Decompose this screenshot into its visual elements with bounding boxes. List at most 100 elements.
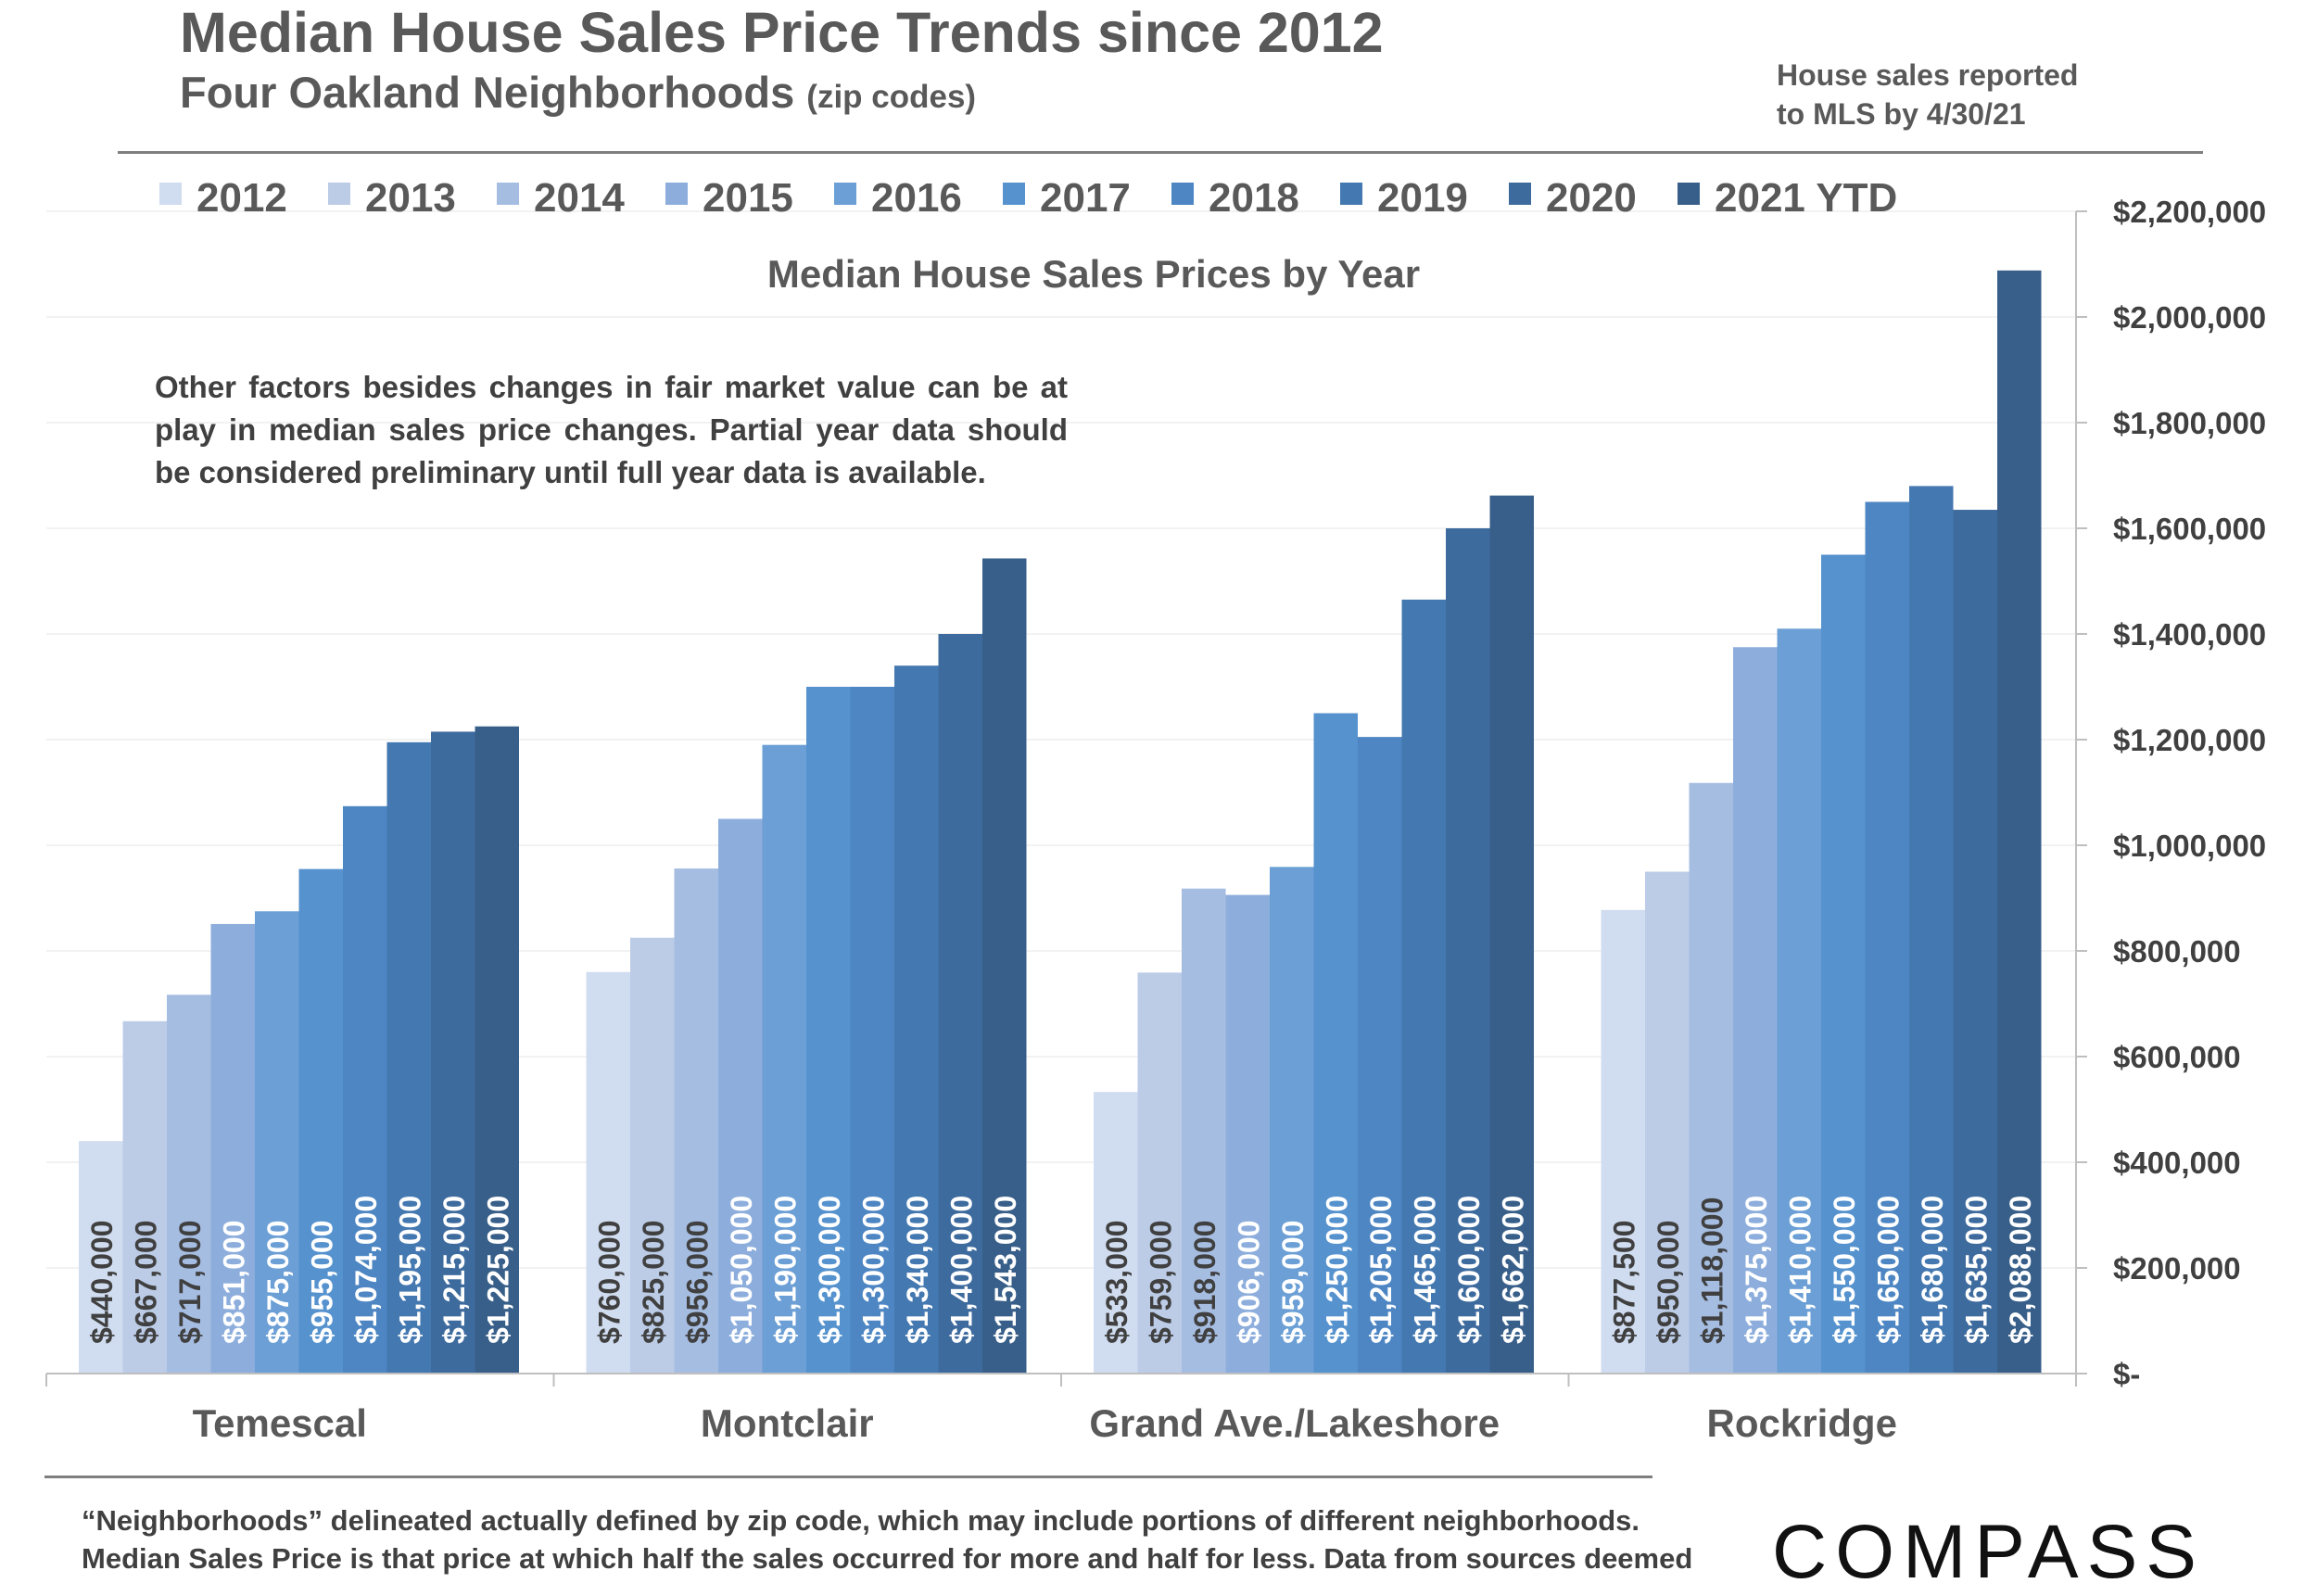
data-label: $1,205,000 [1364, 1196, 1398, 1344]
subtitle-small: (zip codes) [806, 79, 977, 115]
data-label: $1,300,000 [856, 1196, 890, 1344]
bar-2018-temescal [343, 805, 387, 1374]
legend-label: 2018 [1209, 175, 1299, 221]
category-label: Montclair [701, 1401, 874, 1445]
bar-2021-ytd-temescal [475, 726, 519, 1374]
data-label: $1,543,000 [989, 1196, 1022, 1344]
data-label: $955,000 [305, 1221, 338, 1344]
data-label: $906,000 [1232, 1221, 1265, 1344]
chart-data-labels: $440,000 $760,000 $533,000 $877,500 $667,000… [85, 1196, 2037, 1344]
chart-bars [79, 270, 2042, 1374]
legend-label: 2014 [534, 175, 625, 221]
data-label: $877,500 [1607, 1221, 1640, 1344]
bar-2014-temescal [167, 994, 211, 1374]
data-label: $1,465,000 [1408, 1196, 1441, 1344]
data-label: $1,300,000 [813, 1196, 846, 1344]
data-label: $1,190,000 [768, 1196, 802, 1344]
bar-2020-rockridge [1953, 510, 1997, 1374]
legend-swatch [665, 183, 688, 205]
data-label: $1,680,000 [1916, 1196, 1949, 1344]
bar-2016-grandavelakeshore [1270, 867, 1314, 1374]
data-label: $1,662,000 [1496, 1196, 1529, 1344]
data-label: $1,340,000 [901, 1196, 934, 1344]
category-label: Temescal [193, 1401, 367, 1445]
footer-line1: “Neighborhoods” delineated actually defi… [82, 1504, 1640, 1537]
page-subtitle: Four Oakland Neighborhoods (zip codes) [180, 67, 976, 118]
legend-swatch [159, 183, 182, 205]
bar-2021-ytd-grandavelakeshore [1489, 495, 1534, 1374]
bar-2016-temescal [255, 911, 299, 1374]
legend-label: 2015 [703, 175, 793, 221]
bar-2014-grandavelakeshore [1182, 888, 1226, 1374]
y-tick-label: $1,400,000 [2113, 617, 2266, 652]
data-label: $1,600,000 [1452, 1196, 1486, 1344]
data-label: $1,074,000 [349, 1196, 383, 1344]
data-label: $959,000 [1276, 1221, 1310, 1344]
y-tick-label: $800,000 [2113, 934, 2241, 969]
legend-label: 2020 [1546, 175, 1637, 221]
bar-2015-rockridge [1733, 647, 1778, 1374]
legend-swatch [1340, 183, 1362, 205]
y-tick-label: $1,600,000 [2113, 512, 2266, 546]
bar-2020-montclair [938, 634, 982, 1374]
bar-2017-temescal [298, 868, 343, 1374]
data-label: $1,050,000 [725, 1196, 758, 1344]
y-tick-label: $400,000 [2113, 1146, 2241, 1180]
data-label: $956,000 [680, 1221, 714, 1344]
bar-2012-grandavelakeshore [1094, 1092, 1138, 1374]
header-divider [118, 151, 2203, 154]
bar-2015-grandavelakeshore [1225, 894, 1270, 1374]
bar-2017-montclair [806, 687, 851, 1374]
legend-swatch [1678, 183, 1700, 205]
footer-line2: Median Sales Price is that price at whic… [82, 1542, 1693, 1575]
data-label: $1,400,000 [944, 1196, 978, 1344]
y-tick-label: $2,200,000 [2113, 195, 2266, 229]
footer-note: “Neighborhoods” delineated actually defi… [82, 1501, 1722, 1577]
legend-swatch [1171, 183, 1194, 205]
category-label: Rockridge [1707, 1401, 1897, 1445]
bar-2019-montclair [894, 665, 939, 1374]
bar-2019-grandavelakeshore [1401, 599, 1446, 1374]
legend-label: 2012 [196, 175, 287, 221]
bar-2012-rockridge [1601, 909, 1645, 1374]
data-label: $1,195,000 [393, 1196, 426, 1344]
bar-2021-ytd-montclair [982, 558, 1027, 1374]
data-label: $1,225,000 [481, 1196, 514, 1344]
bar-2020-temescal [431, 731, 475, 1374]
bar-2013-grandavelakeshore [1137, 972, 1182, 1374]
data-label: $1,118,000 [1695, 1197, 1728, 1344]
data-label: $851,000 [217, 1221, 250, 1344]
data-label: $760,000 [592, 1221, 626, 1344]
bar-2013-rockridge [1645, 871, 1690, 1374]
data-label: $1,250,000 [1320, 1196, 1353, 1344]
legend-label: 2019 [1377, 175, 1468, 221]
data-note-line2: to MLS by 4/30/21 [1777, 97, 2026, 131]
bar-2013-temescal [122, 1020, 167, 1374]
data-label: $918,000 [1188, 1221, 1222, 1344]
y-tick-label: $600,000 [2113, 1040, 2241, 1074]
legend-label: 2016 [871, 175, 962, 221]
bar-2016-rockridge [1777, 628, 1821, 1374]
legend-swatch [1509, 183, 1531, 205]
data-label: $717,000 [173, 1221, 207, 1344]
bar-2013-montclair [630, 937, 675, 1374]
data-label: $440,000 [85, 1221, 119, 1344]
y-tick-label: $1,800,000 [2113, 406, 2266, 440]
chart-legend: 2012 2013 2014 2015 2016 2017 2018 2019 2020 2021… [159, 175, 1897, 221]
category-label: Grand Ave./Lakeshore [1089, 1401, 1500, 1445]
data-label: $533,000 [1100, 1221, 1133, 1344]
y-tick-label: $- [2113, 1357, 2140, 1391]
bar-2012-montclair [586, 971, 630, 1374]
data-label: $1,375,000 [1740, 1196, 1773, 1344]
y-tick-label: $200,000 [2113, 1251, 2241, 1286]
bar-2015-montclair [718, 818, 763, 1374]
bar-2016-montclair [762, 744, 806, 1374]
chart-axes: $- $200,000 $400,000 $600,000 $800,000 $1,000… [45, 195, 2266, 1445]
bar-2017-grandavelakeshore [1313, 713, 1358, 1374]
data-label: $875,000 [261, 1221, 295, 1344]
chart-title: Median House Sales Prices by Year [766, 252, 1421, 296]
bar-2012-temescal [79, 1141, 123, 1374]
data-note-line1: House sales reported [1777, 58, 2079, 92]
data-label: $1,410,000 [1783, 1196, 1817, 1344]
